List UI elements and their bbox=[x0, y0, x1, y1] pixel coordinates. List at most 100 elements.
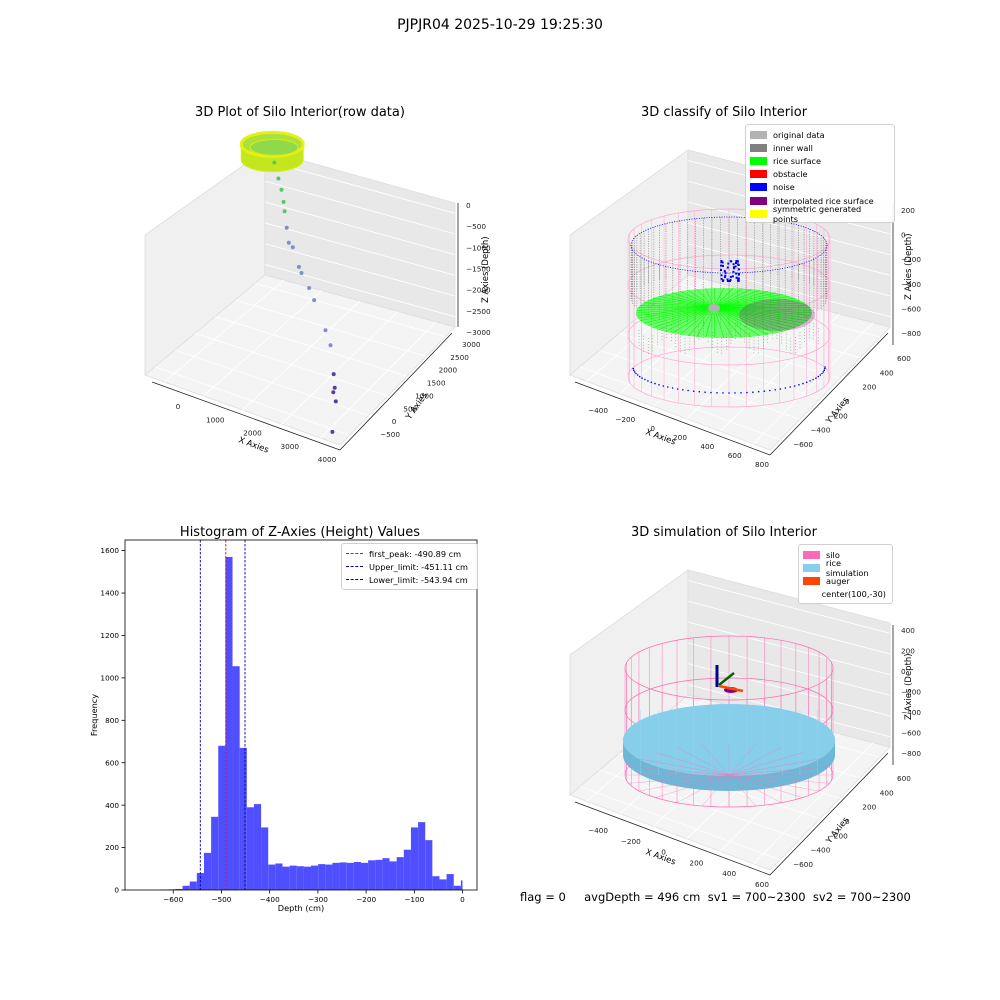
silo-bottom-spoke bbox=[638, 774, 730, 792]
histogram-legend-swatch bbox=[346, 579, 363, 581]
simulation-legend-swatch bbox=[803, 576, 820, 585]
classify-x-tick-label: 200 bbox=[673, 433, 687, 442]
grid-line bbox=[599, 769, 801, 840]
raw-z-tick-label: −2500 bbox=[466, 307, 491, 316]
noise-point bbox=[633, 369, 635, 372]
noise-point bbox=[654, 382, 656, 385]
histogram-bar bbox=[296, 866, 304, 890]
histogram-bar bbox=[282, 866, 290, 890]
noise-point bbox=[710, 391, 712, 394]
classify-x-tick-label: 800 bbox=[755, 460, 769, 469]
histogram-bar bbox=[182, 885, 190, 890]
noise-point bbox=[722, 264, 724, 267]
simulation-plot-title: 3D simulation of Silo Interior bbox=[631, 525, 818, 540]
y-tick-label: 1200 bbox=[100, 631, 119, 640]
histogram-ylabel: Frequency bbox=[89, 694, 99, 736]
simulation-x-tick-label: 0 bbox=[661, 848, 666, 857]
histogram-bar bbox=[389, 861, 397, 890]
simulation-x-tick-label: 600 bbox=[755, 880, 769, 889]
interpolated-surface bbox=[739, 299, 815, 331]
x-tick-label: 0 bbox=[460, 895, 465, 904]
histogram-x-ticks: −600 −500 −400 −300 −200 −100 0 bbox=[163, 890, 465, 904]
rice-surface-ray bbox=[687, 306, 715, 337]
simulation-z-tick-label: −400 bbox=[901, 708, 921, 717]
noise-point bbox=[815, 377, 817, 379]
noise-point bbox=[737, 268, 740, 271]
classify-plot-tick-labels: −400−2000200400600800−600−400−2000200400… bbox=[588, 206, 921, 469]
rice-surface-ray bbox=[713, 306, 801, 326]
histogram-bars bbox=[161, 556, 463, 890]
simulation-legend-label: silo bbox=[826, 549, 840, 560]
classify-plot-axes bbox=[574, 205, 894, 456]
rice-surface-ray bbox=[713, 287, 734, 308]
noise-point bbox=[647, 380, 649, 382]
classify-legend-swatch bbox=[750, 196, 767, 205]
noise-point bbox=[731, 275, 734, 278]
histogram-bar bbox=[175, 888, 183, 890]
rice-surface-ray bbox=[713, 306, 769, 335]
histogram-legend-item: first_peak: -490.89 cm bbox=[346, 547, 471, 560]
simulation-legend-swatch bbox=[803, 550, 820, 559]
simulation-z-tick-label: 0 bbox=[901, 667, 906, 676]
noise-point bbox=[732, 263, 735, 266]
silo-bottom-spoke bbox=[728, 743, 757, 776]
noise-point bbox=[682, 389, 684, 391]
noise-point bbox=[757, 390, 760, 393]
simulation-legend-item: auger bbox=[803, 574, 886, 587]
rice-surface-ray bbox=[713, 300, 801, 308]
rice-surface-ray bbox=[713, 306, 812, 316]
classify-legend: original data inner wall rice surface obsta… bbox=[745, 124, 895, 224]
silo-bottom-spoke bbox=[655, 752, 730, 776]
simulation-x-tick-label: 200 bbox=[689, 858, 703, 867]
noise-point bbox=[817, 375, 820, 378]
histogram-bar bbox=[396, 857, 404, 890]
noise-point bbox=[732, 266, 735, 269]
noise-point bbox=[734, 265, 737, 268]
noise-point bbox=[737, 277, 740, 280]
histogram-bar bbox=[325, 864, 333, 890]
grid-line bbox=[264, 159, 456, 214]
grid-line bbox=[599, 349, 801, 420]
rice-surface-ray bbox=[705, 306, 715, 338]
noise-point bbox=[667, 386, 669, 388]
auger-original-data bbox=[708, 304, 720, 312]
rice-surface-ray bbox=[713, 306, 743, 338]
grid-line bbox=[687, 243, 891, 297]
silo-ring-inner bbox=[249, 138, 299, 156]
rice-surface-ray bbox=[713, 306, 734, 339]
simulation-y-tick-label: 400 bbox=[880, 788, 894, 797]
x-tick-label: −300 bbox=[308, 895, 328, 904]
noise-point bbox=[644, 378, 646, 381]
noise-point bbox=[730, 275, 732, 278]
raw-data-point bbox=[281, 199, 286, 204]
noise-point bbox=[687, 389, 689, 392]
raw-x-tick-label: 4000 bbox=[318, 455, 337, 464]
rice-surface-ray bbox=[713, 294, 783, 308]
rice-surface-ray bbox=[713, 306, 752, 338]
simulation-z-tick-label: −800 bbox=[901, 749, 921, 758]
rice-surface-ray bbox=[679, 291, 715, 308]
grid-line bbox=[234, 299, 427, 357]
noise-point bbox=[662, 385, 665, 387]
simulation-z-tick-label: 200 bbox=[901, 647, 915, 656]
rice-surface-ray bbox=[679, 306, 715, 335]
raw-data-point bbox=[284, 225, 289, 230]
grid-line bbox=[242, 300, 361, 411]
rice-surface-ray bbox=[713, 292, 776, 308]
classify-y-tick-label: 0 bbox=[845, 397, 850, 406]
grid-line bbox=[264, 222, 456, 276]
raw-y-tick-label: 3000 bbox=[462, 340, 481, 349]
noise-point bbox=[729, 280, 731, 282]
noise-point bbox=[823, 369, 825, 372]
silo-bottom-spoke bbox=[676, 774, 730, 803]
rice-surface-ray bbox=[652, 298, 715, 308]
raw-data-point bbox=[272, 160, 277, 165]
raw-z-tick-label: −2000 bbox=[466, 286, 491, 295]
rice-surface-ray bbox=[696, 306, 715, 337]
histogram-bar bbox=[339, 862, 347, 890]
classify-z-tick-label: −400 bbox=[901, 280, 921, 289]
classify-legend-label: inner wall bbox=[773, 142, 813, 153]
histogram-bar bbox=[446, 874, 454, 890]
histogram-bar bbox=[246, 807, 254, 890]
rice-surface-ray bbox=[713, 306, 760, 337]
